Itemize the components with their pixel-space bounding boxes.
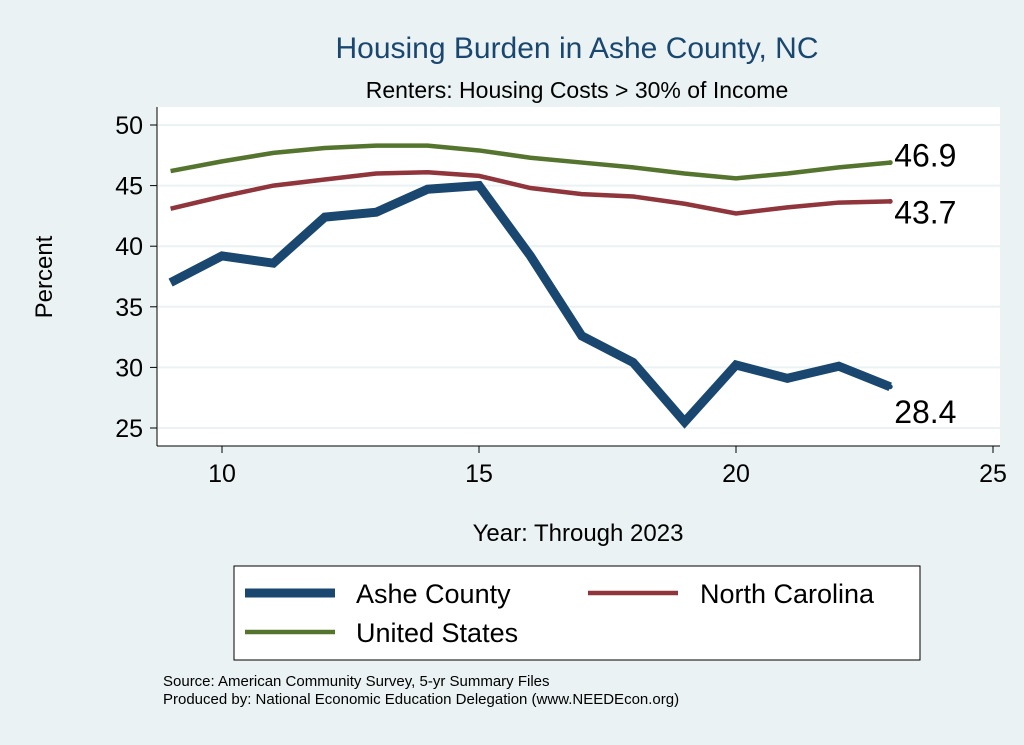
- y-tick-label: 45: [115, 173, 143, 201]
- legend-label-nc: North Carolina: [700, 579, 875, 609]
- x-tick-label: 25: [979, 460, 1007, 488]
- end-data-label: 43.7: [894, 194, 956, 230]
- producer-note: Produced by: National Economic Education…: [163, 691, 680, 708]
- chart-subtitle: Renters: Housing Costs > 30% of Income: [366, 77, 789, 103]
- y-tick-label: 40: [115, 233, 143, 261]
- x-tick-label: 10: [208, 460, 236, 488]
- source-note: Source: American Community Survey, 5-yr …: [163, 673, 550, 690]
- legend: Ashe County North Carolina United States: [233, 565, 921, 661]
- end-marker: [887, 198, 893, 204]
- plot-area: [157, 107, 1000, 446]
- end-data-label: 28.4: [894, 394, 956, 430]
- y-axis-label: Percent: [31, 235, 58, 318]
- x-tick-label: 15: [465, 460, 493, 488]
- series-line-united-states: [170, 143, 891, 181]
- x-axis-label: Year: Through 2023: [473, 520, 684, 547]
- end-data-label: 46.9: [894, 138, 956, 174]
- y-tick-label: 50: [115, 112, 143, 140]
- y-tick-label: 25: [115, 415, 143, 443]
- legend-label-ashe: Ashe County: [356, 579, 511, 609]
- series-line-ashe-county: [168, 180, 892, 429]
- y-tick-label: 35: [115, 294, 143, 322]
- end-marker: [887, 384, 893, 390]
- end-marker: [887, 160, 893, 166]
- y-tick-label: 30: [115, 354, 143, 382]
- x-tick-label: 20: [722, 460, 750, 488]
- series-line-north-carolina: [170, 170, 891, 216]
- chart-title: Housing Burden in Ashe County, NC: [335, 32, 818, 65]
- legend-label-us: United States: [356, 618, 518, 648]
